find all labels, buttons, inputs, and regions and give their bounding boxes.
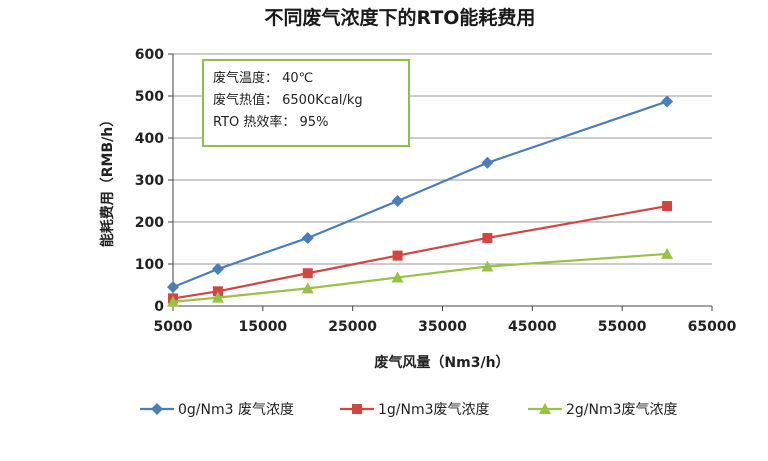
- x-tick-label-2: 25000: [328, 319, 377, 335]
- chart-title: 不同废气浓度下的RTO能耗费用: [265, 6, 536, 29]
- y-tick-label-1: 100: [135, 257, 164, 273]
- x-tick-label-4: 45000: [508, 319, 557, 335]
- y-tick-label-0: 0: [154, 299, 164, 315]
- legend-marker-0: [151, 403, 163, 415]
- data-point-1-5: [662, 201, 673, 212]
- legend-item-2: 2g/Nm3废气浓度: [528, 402, 678, 418]
- legend-item-1: 1g/Nm3废气浓度: [340, 402, 490, 418]
- x-tick-label-0: 5000: [154, 319, 193, 335]
- series-group: [167, 95, 674, 307]
- y-ticks: 0 100 200 300 400 500 600: [135, 47, 173, 315]
- x-tick-label-5: 55000: [598, 319, 647, 335]
- data-point-0-4: [481, 156, 494, 169]
- x-tick-label-3: 35000: [418, 319, 467, 335]
- y-tick-label-2: 200: [135, 215, 164, 231]
- legend-marker-2: [539, 403, 551, 414]
- x-tick-label-6: 65000: [688, 319, 737, 335]
- x-ticks: 5000 15000 25000 35000 45000 55000 65000: [154, 306, 737, 335]
- data-point-2-3: [391, 271, 404, 283]
- data-point-1-4: [482, 232, 493, 243]
- legend-label-0: 0g/Nm3 废气浓度: [178, 402, 294, 418]
- data-point-0-1: [211, 263, 224, 276]
- y-axis-label: 能耗费用（RMB/h）: [99, 113, 116, 247]
- x-tick-label-1: 15000: [238, 319, 287, 335]
- annotation-line-1: 废气温度： 40℃: [213, 70, 313, 86]
- annotation-border: [202, 59, 410, 147]
- data-point-0-2: [301, 231, 314, 244]
- y-tick-label-5: 500: [135, 89, 164, 105]
- legend-item-0: 0g/Nm3 废气浓度: [140, 402, 294, 418]
- series-0: [167, 95, 674, 294]
- y-tick-label-3: 300: [135, 173, 164, 189]
- legend-marker-1: [352, 404, 362, 414]
- data-point-2-5: [661, 247, 674, 259]
- legend-label-2: 2g/Nm3废气浓度: [566, 402, 678, 418]
- legend-label-1: 1g/Nm3废气浓度: [378, 402, 490, 418]
- data-point-2-0: [167, 295, 179, 307]
- data-point-1-2: [302, 268, 313, 279]
- data-point-2-4: [481, 260, 494, 272]
- series-1: [168, 201, 673, 304]
- series-line-2: [172, 252, 668, 303]
- series-2: [167, 247, 674, 307]
- x-axis-label: 废气风量（Nm3/h）: [374, 354, 509, 371]
- data-point-0-3: [391, 195, 404, 207]
- data-point-1-3: [392, 250, 403, 261]
- data-point-2-2: [301, 282, 314, 294]
- y-tick-label-4: 400: [135, 131, 164, 147]
- annotation-line-3: RTO 热效率： 95%: [213, 114, 328, 130]
- data-point-2-1: [211, 291, 224, 303]
- data-point-0-5: [661, 95, 674, 108]
- y-tick-label-6: 600: [135, 47, 164, 63]
- legend: 0g/Nm3 废气浓度 1g/Nm3废气浓度 2g/Nm3废气浓度: [140, 402, 678, 418]
- series-line-0: [172, 100, 668, 289]
- data-point-1-1: [212, 286, 223, 297]
- annotation-box: 废气温度： 40℃ 废气热值： 6500Kcal/kg RTO 热效率： 95%: [202, 59, 410, 147]
- annotation-line-2: 废气热值： 6500Kcal/kg: [213, 92, 363, 108]
- series-line-1: [172, 204, 668, 300]
- data-point-0-0: [167, 281, 179, 294]
